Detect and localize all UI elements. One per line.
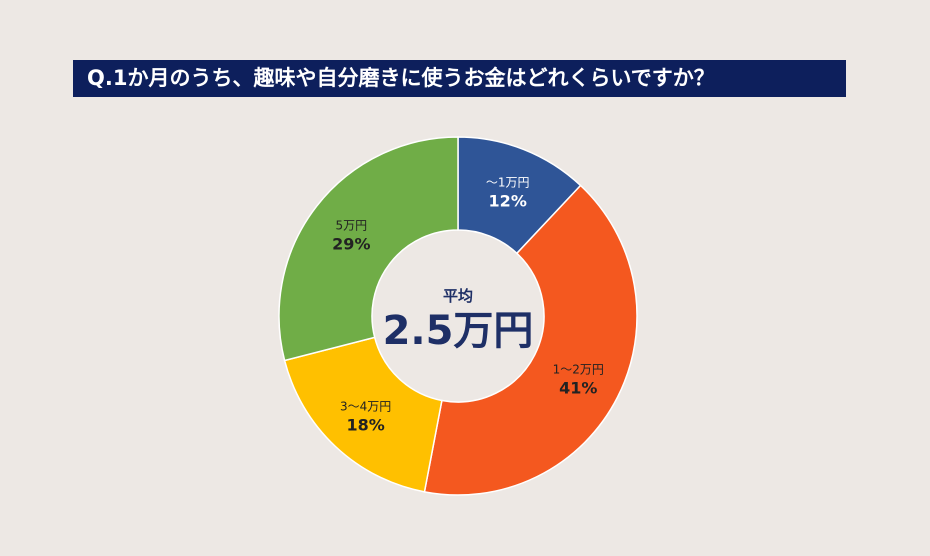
donut-slices (278, 136, 638, 496)
chart-title: Q.1か月のうち、趣味や自分磨きに使うお金はどれくらいですか？ (73, 60, 846, 97)
slice-0-category-label: ～1万円 (486, 175, 530, 189)
slice-3 (278, 136, 459, 362)
center-value: 2.5万円 (383, 308, 534, 354)
center-caption: 平均 (443, 287, 473, 305)
slice-1 (423, 184, 638, 496)
slice-2-value-label: 18% (346, 415, 384, 434)
slice-2-category-label: 3～4万円 (340, 399, 391, 413)
slice-2 (283, 336, 443, 493)
slice-3-value-label: 29% (332, 234, 370, 253)
slice-1-value-label: 41% (559, 378, 597, 397)
slice-1-category-label: 1～2万円 (553, 362, 604, 376)
slice-labels: ～1万円 12% 1～2万円 41% 3～4万円 18% 5万円 29% (332, 175, 604, 434)
slice-0-value-label: 12% (489, 191, 527, 210)
slice-3-category-label: 5万円 (336, 218, 368, 232)
